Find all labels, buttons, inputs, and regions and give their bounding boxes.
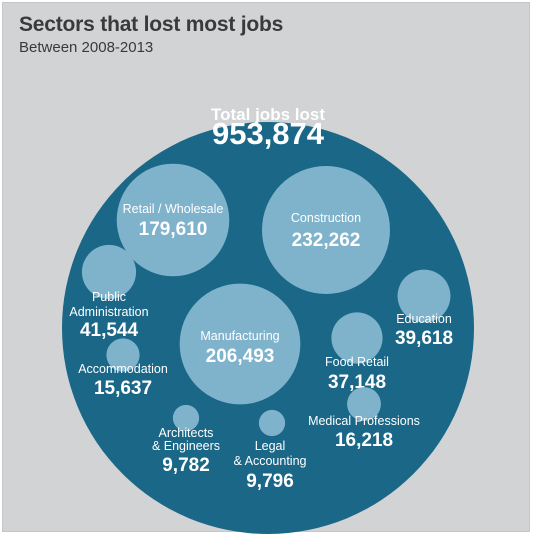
bubble-construction [262,166,390,294]
label-food-retail: Food Retail [325,355,389,369]
value-legal-accounting: 9,796 [246,471,294,492]
value-education: 39,618 [395,328,453,349]
value-medical-professions: 16,218 [335,430,393,451]
label-construction: Construction [291,211,361,225]
total-value: 953,874 [212,116,325,151]
bubble-education [397,269,451,323]
total-label: Total jobs lost [211,105,325,124]
label-education: Education [396,312,452,326]
label-public-administration-line1: Public [92,290,126,304]
chart-title: Sectors that lost most jobs [19,13,284,36]
bubble-legal-accounting [258,409,286,437]
label-accommodation: Accommodation [78,362,168,376]
bubble-retail-wholesale [116,163,230,277]
value-retail-wholesale: 179,610 [139,219,208,240]
value-public-administration: 41,544 [80,320,139,341]
value-food-retail: 37,148 [328,372,386,393]
bubble-manufacturing [179,283,301,405]
label-legal-accounting-line1: Legal [255,439,286,453]
bubble-medical-professions [347,387,381,421]
bubble-food-retail [331,312,383,364]
label-architects-engineers-line2: & Engineers [152,439,220,453]
bubble-public-administration [81,244,137,300]
value-accommodation: 15,637 [94,378,152,399]
label-retail-wholesale: Retail / Wholesale [123,202,224,216]
label-manufacturing: Manufacturing [200,329,279,343]
label-public-administration-line2: Administration [69,305,148,319]
bubble-architects-engineers [172,404,200,432]
label-legal-accounting-line2: & Accounting [234,454,307,468]
value-architects-engineers: 9,782 [162,455,210,476]
label-architects-engineers-line1: Architects [159,426,214,440]
value-manufacturing: 206,493 [206,346,275,367]
label-medical-professions: Medical Professions [308,414,420,428]
bubble-accommodation [106,338,140,372]
chart-subtitle: Between 2008-2013 [19,39,154,56]
value-construction: 232,262 [292,230,361,251]
